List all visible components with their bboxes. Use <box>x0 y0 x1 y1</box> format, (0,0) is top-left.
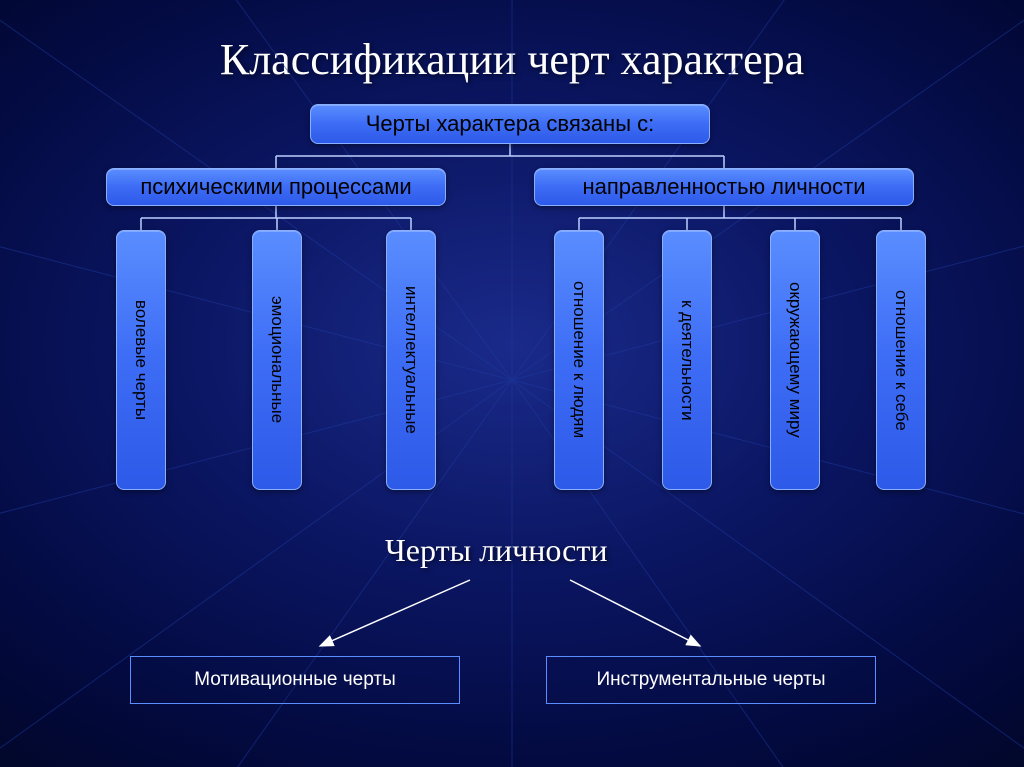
tree-leaf-left-1: эмоциональные <box>252 230 302 490</box>
tree-root: Черты характера связаны с: <box>310 104 710 144</box>
tree-branch-1: направленностью личности <box>534 168 914 206</box>
tree-leaf-right-2: окружающему миру <box>770 230 820 490</box>
bottom-box-0: Мотивационные черты <box>130 656 460 704</box>
tree-leaf-left-0: волевые черты <box>116 230 166 490</box>
tree-leaf-right-0: отношение к людям <box>554 230 604 490</box>
tree-leaf-right-3: отношение к себе <box>876 230 926 490</box>
tree-leaf-right-1: к деятельности <box>662 230 712 490</box>
slide-title: Классификации черт характера <box>0 0 1024 99</box>
personality-traits-subtitle: Черты личности <box>385 532 607 569</box>
tree-branch-0: психическими процессами <box>106 168 446 206</box>
bottom-box-1: Инструментальные черты <box>546 656 876 704</box>
tree-leaf-left-2: интеллектуальные <box>386 230 436 490</box>
